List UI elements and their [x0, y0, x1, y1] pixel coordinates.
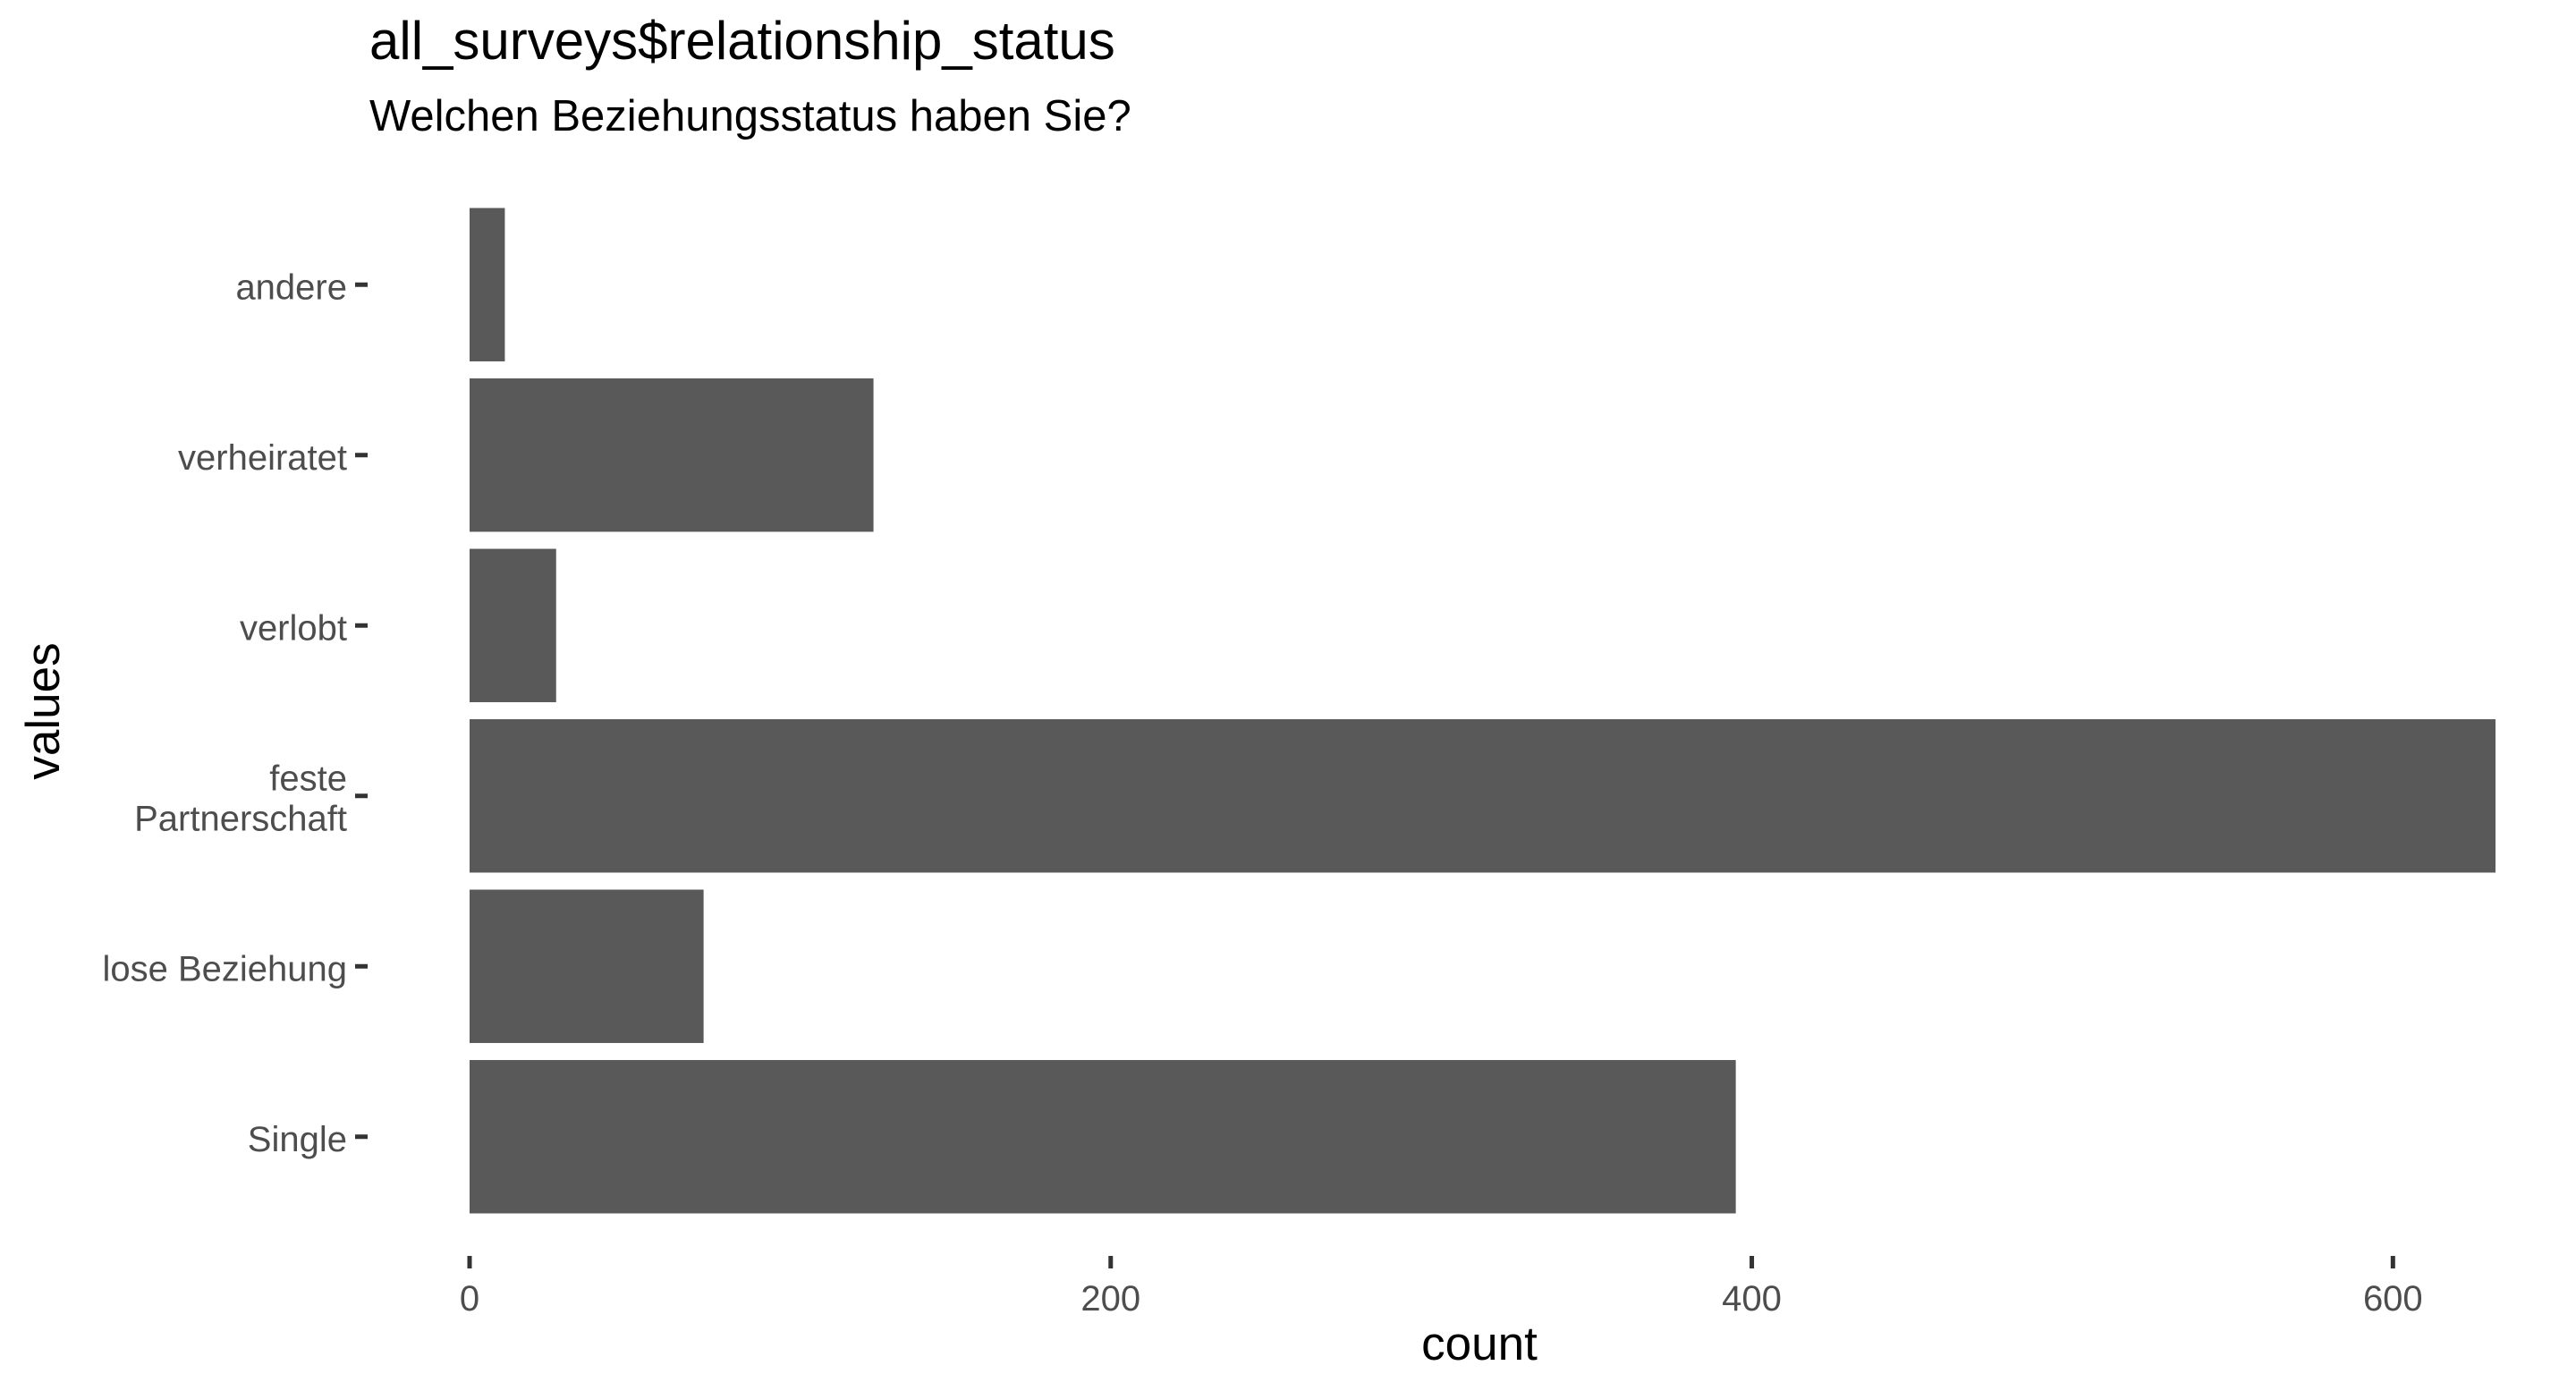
bar	[470, 548, 556, 702]
y-axis-title: values	[17, 642, 70, 779]
bar	[470, 378, 874, 532]
bar	[470, 1060, 1736, 1214]
bar	[470, 719, 2496, 873]
y-tick-label: verlobt	[240, 608, 347, 648]
y-tick-label: Single	[248, 1120, 347, 1159]
y-tick-label: lose Beziehung	[102, 949, 347, 988]
y-tick-label: verheiratet	[178, 438, 347, 478]
y-axis: andere verheiratet verlobt festePartnerscha…	[102, 267, 368, 1159]
chart-subtitle: Welchen Beziehungsstatus haben Sie?	[369, 92, 1131, 140]
y-tick-label: andere	[235, 267, 347, 307]
x-tick-label: 0	[460, 1279, 479, 1319]
bar	[470, 208, 505, 361]
y-tick-label: Partnerschaft	[134, 799, 347, 838]
bars	[470, 208, 2496, 1214]
x-tick-label: 400	[1722, 1279, 1782, 1319]
x-axis-title: count	[1421, 1318, 1538, 1370]
chart-title: all_surveys$relationship_status	[369, 11, 1115, 71]
x-tick-label: 600	[2363, 1279, 2423, 1319]
bar	[470, 889, 704, 1043]
y-tick-label: feste	[269, 759, 347, 798]
x-axis: 0 200 400 600	[460, 1256, 2423, 1319]
x-tick-label: 200	[1080, 1279, 1140, 1319]
